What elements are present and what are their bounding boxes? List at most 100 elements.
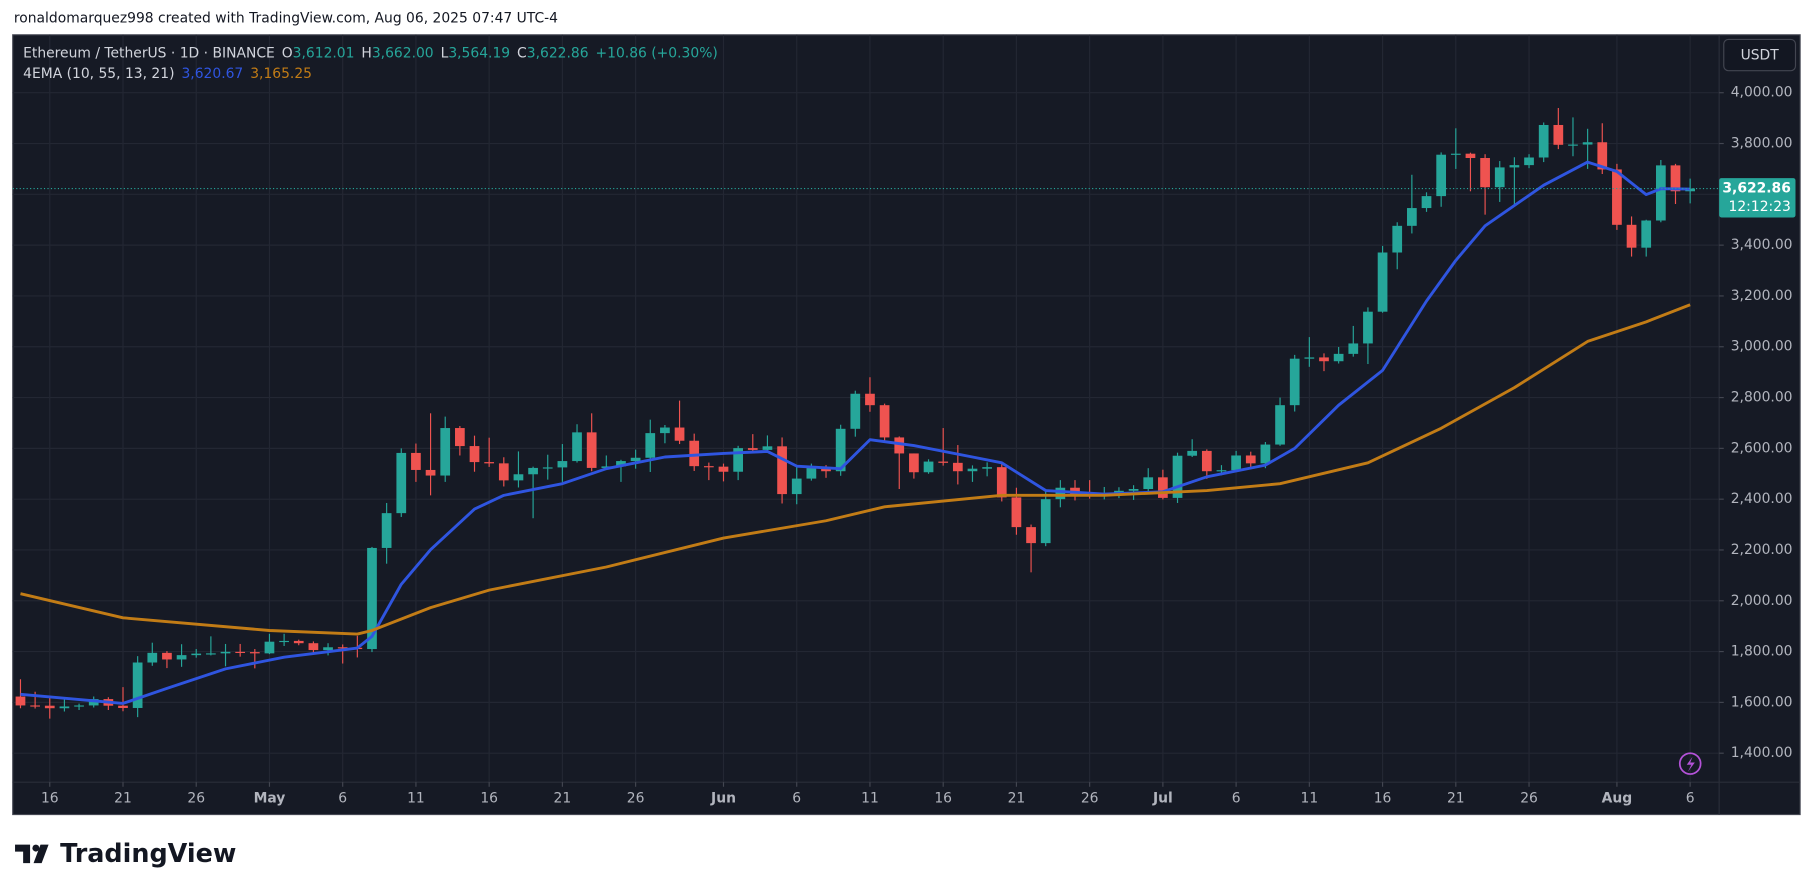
candle-body (367, 547, 377, 650)
last-price-label: 3,622.86 (1722, 181, 1790, 197)
candle-body (689, 440, 700, 467)
candle-body (1304, 357, 1315, 359)
candle-body (1436, 154, 1447, 197)
candle-body (1421, 196, 1432, 209)
x-tick-label: May (254, 790, 286, 806)
candle-body (996, 467, 1007, 498)
candle-body (1685, 188, 1696, 192)
x-tick-label: Aug (1602, 790, 1633, 806)
candle-body (1641, 220, 1652, 248)
candle-body (1538, 124, 1549, 158)
candle-body (982, 467, 992, 469)
brand: TradingView (60, 839, 236, 869)
candle-body (1655, 165, 1666, 221)
candle-body (572, 432, 582, 462)
candle-body (1275, 405, 1285, 445)
candle-body (191, 653, 202, 656)
candle-body (909, 453, 919, 473)
indicator-value: 3,620.67 (181, 66, 243, 82)
candle-body (1158, 477, 1168, 498)
x-tick-label: 26 (187, 790, 205, 806)
x-tick-label: 16 (934, 790, 952, 806)
x-tick-label: 21 (114, 790, 132, 806)
candle-body (718, 466, 729, 472)
candle-body (835, 428, 846, 472)
y-tick-label: 3,200.00 (1731, 288, 1793, 304)
x-tick-label: 26 (1081, 790, 1099, 806)
countdown: 12:12:23 (1729, 199, 1791, 215)
candle-body (1450, 153, 1461, 155)
candle-body (879, 405, 890, 438)
currency-button[interactable] (1723, 38, 1797, 72)
candle-body (1582, 142, 1593, 145)
currency[interactable]: USDT (1741, 48, 1780, 64)
candle-body (88, 699, 99, 706)
grid (12, 34, 1720, 783)
logo-part (33, 844, 49, 864)
y-tick-label: 2,800.00 (1731, 390, 1793, 406)
candle-body (601, 466, 612, 468)
y-tick-label: 1,400.00 (1731, 745, 1793, 761)
x-tick-label: 11 (1301, 790, 1319, 806)
y-tick-label: 2,200.00 (1731, 542, 1793, 558)
candle-body (176, 655, 187, 660)
candle-body (1143, 477, 1154, 490)
candle-body (1114, 490, 1124, 494)
candle-body (206, 653, 216, 655)
candle-body (1480, 158, 1490, 188)
candle-body (118, 705, 128, 708)
candle-body (1612, 169, 1622, 225)
candle-body (630, 457, 641, 462)
candle-body (235, 651, 246, 653)
candle-body (1670, 165, 1681, 192)
candle-body (1245, 455, 1256, 464)
y-tick-label: 2,600.00 (1731, 440, 1793, 456)
x-tick-label: 6 (338, 790, 347, 806)
candle-body (1407, 208, 1417, 226)
y-tick-label: 4,000.00 (1731, 85, 1793, 101)
candle-body (1597, 142, 1608, 170)
candle-body (938, 461, 949, 463)
candle-body (337, 647, 348, 649)
candle-body (1363, 311, 1373, 344)
candle-body (674, 427, 685, 441)
y-tick-label: 3,800.00 (1731, 136, 1793, 152)
x-tick-label: 16 (1374, 790, 1392, 806)
alert-icon[interactable] (1678, 752, 1702, 775)
candle-body (323, 647, 333, 651)
candle-body (865, 393, 875, 406)
candle-body (30, 705, 40, 707)
x-tick-label: 6 (792, 790, 801, 806)
candle-body (1348, 343, 1359, 354)
attribution: ronaldomarquez998 created with TradingVi… (14, 11, 558, 27)
candle-body (498, 463, 509, 481)
candle-body (440, 428, 451, 476)
y-tick-label: 2,000.00 (1731, 593, 1793, 609)
y-tick-label: 3,400.00 (1731, 237, 1793, 253)
candle-body (762, 446, 773, 450)
x-tick-label: 21 (554, 790, 572, 806)
candle-body (1568, 144, 1578, 146)
y-tick-label: 1,800.00 (1731, 644, 1793, 660)
indicator: 4EMA (10, 55, 13, 21) (23, 66, 174, 82)
candle-body (15, 696, 26, 706)
candle-body (1494, 167, 1505, 188)
indicator-value: 3,165.25 (250, 66, 312, 82)
x-tick-label: Jun (710, 790, 736, 806)
candle-body (1392, 225, 1403, 253)
ohlc-label: C (517, 45, 527, 61)
candle-body (1040, 499, 1051, 544)
candle-body (952, 462, 963, 472)
ema-line (20, 160, 1691, 705)
y-tick-label: 1,600.00 (1731, 694, 1793, 710)
candle-body (455, 428, 465, 447)
x-tick-label: Jul (1152, 790, 1173, 806)
alert-icon-bolt (1686, 756, 1695, 772)
x-tick-label: 26 (1520, 790, 1538, 806)
logo-part (15, 844, 31, 864)
x-tick-label: 16 (41, 790, 59, 806)
candle-body (967, 468, 978, 472)
candle-body (791, 478, 802, 495)
candle-body (293, 640, 304, 644)
